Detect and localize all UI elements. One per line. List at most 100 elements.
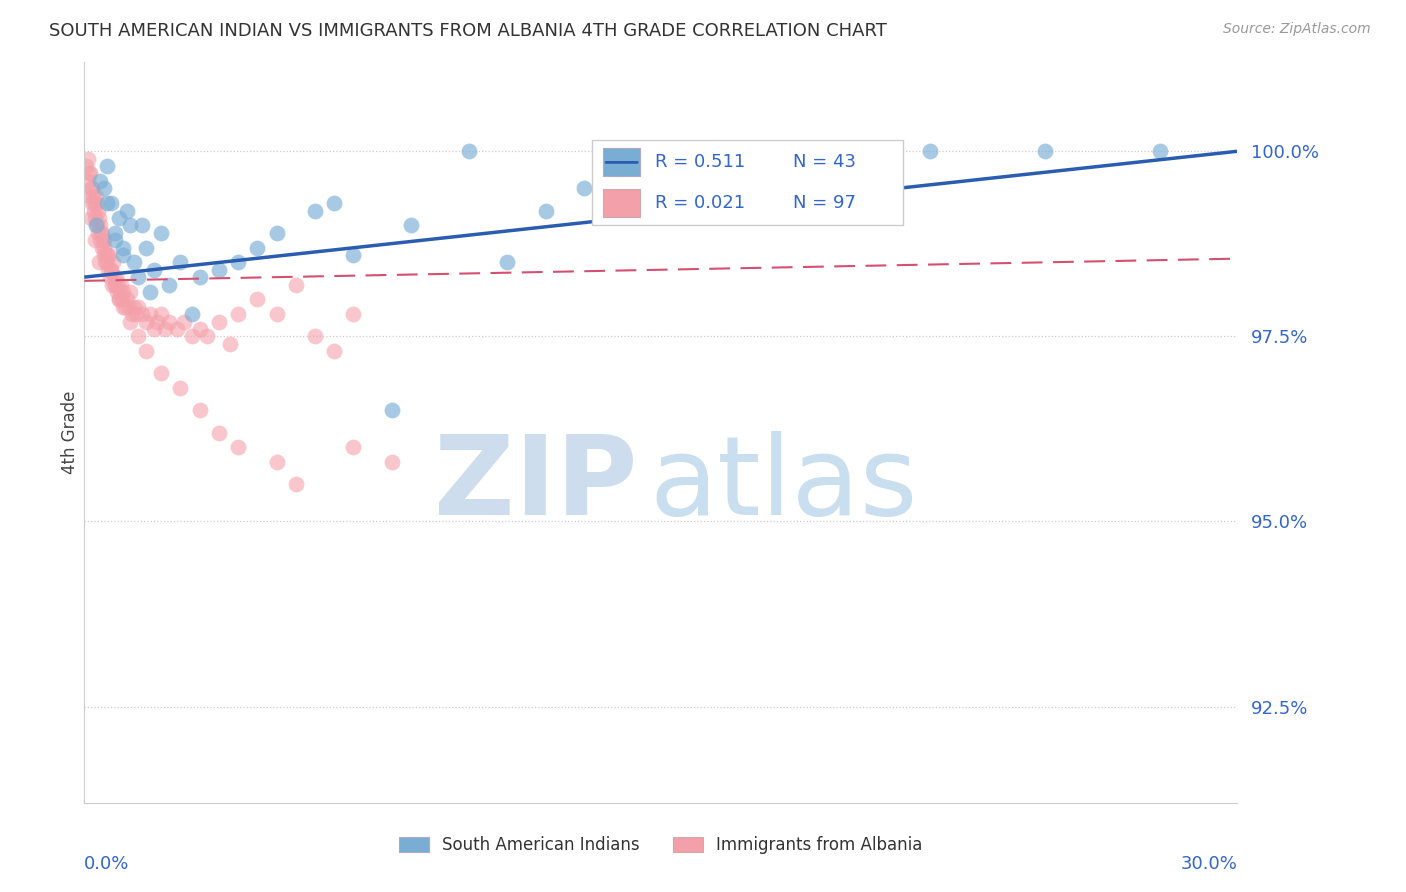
- Point: [842, 145, 865, 159]
- Point: [96, 255, 118, 269]
- Point: [246, 293, 269, 307]
- Point: [131, 219, 153, 233]
- Point: [181, 329, 204, 343]
- Point: [80, 211, 103, 225]
- Text: R = 0.511: R = 0.511: [655, 153, 745, 171]
- Point: [142, 262, 165, 277]
- Bar: [603, 148, 640, 177]
- Point: [108, 285, 131, 299]
- Point: [246, 241, 269, 255]
- Legend: South American Indians, Immigrants from Albania: South American Indians, Immigrants from …: [392, 830, 929, 861]
- Point: [120, 315, 142, 329]
- Point: [103, 255, 124, 269]
- Point: [115, 203, 138, 218]
- Point: [226, 441, 249, 455]
- Point: [381, 455, 404, 469]
- FancyBboxPatch shape: [592, 140, 903, 226]
- Point: [208, 425, 231, 440]
- Point: [100, 196, 122, 211]
- Bar: [603, 189, 640, 217]
- Point: [266, 307, 288, 321]
- Point: [90, 226, 112, 240]
- Text: N = 43: N = 43: [793, 153, 856, 171]
- Point: [110, 277, 132, 292]
- Point: [918, 145, 941, 159]
- Point: [77, 167, 100, 181]
- Point: [87, 226, 110, 240]
- Point: [108, 293, 131, 307]
- Point: [219, 336, 242, 351]
- Point: [115, 293, 138, 307]
- Point: [135, 241, 157, 255]
- Point: [188, 322, 211, 336]
- Point: [304, 203, 326, 218]
- Point: [77, 152, 100, 166]
- Point: [108, 211, 131, 225]
- Point: [79, 167, 101, 181]
- Point: [181, 307, 204, 321]
- Point: [111, 248, 134, 262]
- Point: [104, 270, 127, 285]
- Point: [90, 241, 112, 255]
- Point: [91, 233, 114, 247]
- Point: [135, 315, 157, 329]
- Point: [87, 211, 110, 225]
- Point: [342, 307, 364, 321]
- Point: [208, 315, 231, 329]
- Point: [146, 315, 169, 329]
- Point: [93, 181, 115, 195]
- Point: [100, 270, 122, 285]
- Point: [89, 219, 111, 233]
- Point: [96, 159, 118, 173]
- Point: [150, 367, 173, 381]
- Point: [82, 188, 104, 202]
- Point: [127, 270, 149, 285]
- Point: [195, 329, 218, 343]
- Point: [120, 285, 142, 299]
- Point: [142, 322, 165, 336]
- Y-axis label: 4th Grade: 4th Grade: [62, 391, 80, 475]
- Point: [284, 477, 307, 491]
- Point: [124, 255, 146, 269]
- Point: [93, 233, 115, 247]
- Point: [103, 270, 125, 285]
- Point: [1149, 145, 1171, 159]
- Point: [89, 233, 111, 247]
- Point: [188, 403, 211, 417]
- Point: [84, 233, 107, 247]
- Point: [80, 196, 103, 211]
- Text: R = 0.021: R = 0.021: [655, 194, 745, 212]
- Point: [266, 455, 288, 469]
- Point: [93, 241, 115, 255]
- Point: [84, 219, 107, 233]
- Point: [138, 285, 160, 299]
- Point: [323, 344, 346, 359]
- Text: 0.0%: 0.0%: [84, 855, 129, 872]
- Point: [108, 293, 131, 307]
- Point: [169, 255, 191, 269]
- Text: ZIP: ZIP: [434, 431, 638, 538]
- Point: [100, 262, 122, 277]
- Point: [84, 188, 107, 202]
- Point: [266, 226, 288, 240]
- Point: [208, 262, 231, 277]
- Point: [77, 174, 100, 188]
- Point: [188, 270, 211, 285]
- Point: [111, 300, 134, 314]
- Point: [125, 307, 148, 321]
- Point: [83, 203, 105, 218]
- Point: [572, 181, 595, 195]
- Point: [98, 248, 121, 262]
- Point: [1033, 145, 1056, 159]
- Point: [111, 293, 134, 307]
- Point: [399, 219, 422, 233]
- Point: [135, 344, 157, 359]
- Point: [84, 196, 107, 211]
- Point: [150, 226, 173, 240]
- Point: [157, 277, 180, 292]
- Point: [284, 277, 307, 292]
- Point: [97, 262, 120, 277]
- Point: [80, 181, 103, 195]
- Point: [169, 381, 191, 395]
- Text: N = 97: N = 97: [793, 194, 856, 212]
